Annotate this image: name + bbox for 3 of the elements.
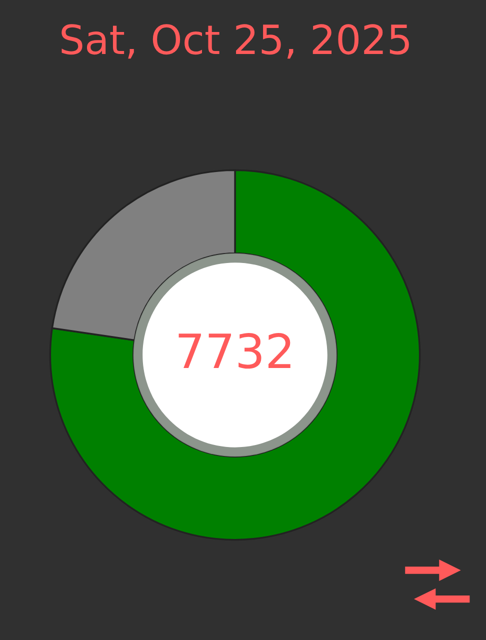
text: 7732 — [178, 332, 290, 369]
donut-slice — [49, 169, 421, 541]
chart-title: Sat, Oct 25, 2025 — [62, 24, 409, 59]
